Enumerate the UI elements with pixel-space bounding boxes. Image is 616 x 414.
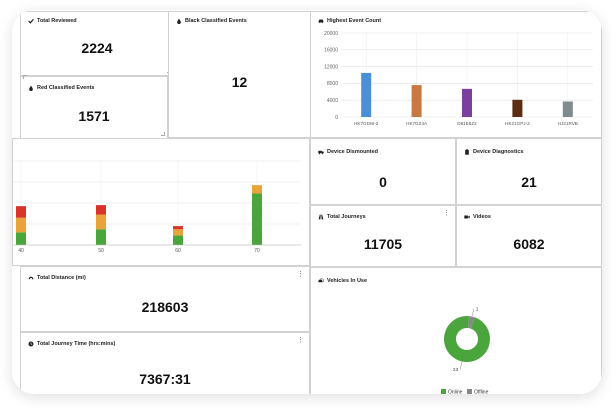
total-reviewed-value: 2224 — [81, 40, 113, 56]
black-classified-card[interactable]: Black Classified Events 12 — [168, 11, 311, 138]
y-tick-label: 8000 — [327, 81, 338, 87]
total-distance-value: 218603 — [141, 299, 189, 315]
red-classified-card[interactable]: Red Classified Events 1571 — [20, 75, 168, 139]
device-dismounted-value: 0 — [379, 174, 387, 190]
resize-handle[interactable] — [161, 132, 165, 136]
y-tick-label: 12000 — [324, 64, 338, 70]
road-icon — [318, 214, 324, 220]
bar — [361, 72, 372, 117]
x-tick-label: HK7GZ4A — [406, 121, 428, 126]
x-tick-label: D81E6Z2 — [457, 121, 477, 126]
stacked-bar-segment — [16, 217, 26, 233]
check-icon — [28, 18, 34, 24]
device-diagnostics-card[interactable]: Device Diagnostics 21 — [456, 138, 602, 205]
total-journeys-value: 11705 — [363, 236, 403, 252]
black-classified-value: 12 — [231, 74, 248, 90]
vehicles-in-use-chart: 23 1 Online Offline — [441, 306, 490, 395]
menu-icon[interactable]: ⋮ — [297, 337, 304, 344]
card-title: Device Dismounted — [327, 149, 379, 155]
dashboard-frame: Total Reviewed 2224 Black Classified Eve… — [12, 10, 602, 394]
card-title: Vehicles In Use — [327, 278, 368, 284]
highest-event-count-card[interactable]: Highest Event Count 0 4000 8000 12000 16000 2… — [310, 11, 602, 138]
stacked-bar-segment — [16, 232, 26, 245]
card-title: Total Distance (mi) — [37, 275, 86, 281]
highest-event-count-chart: 0 4000 8000 12000 16000 20000 HK7GDW-2 HK7GZ4A D… — [324, 31, 593, 126]
x-tick-label: 60 — [175, 248, 181, 254]
red-classified-value: 1571 — [78, 108, 110, 124]
menu-icon[interactable]: ⋮ — [297, 271, 304, 278]
clock-icon — [28, 341, 34, 347]
x-tick-label: HK7GDW-2 — [354, 121, 379, 126]
clipboard-icon — [465, 149, 469, 155]
x-tick-label: 70 — [254, 248, 260, 254]
total-journey-time-value: 7367:31 — [139, 371, 191, 387]
legend-label: Offline — [474, 390, 489, 395]
resize-handle[interactable] — [23, 75, 27, 79]
videos-card[interactable]: Videos 6082 — [456, 205, 602, 267]
stacked-bar-segment — [252, 193, 262, 245]
bar — [462, 88, 472, 117]
x-tick-label: 50 — [98, 248, 104, 254]
device-dismounted-card[interactable]: Device Dismounted 0 — [310, 138, 456, 205]
gauge-icon — [28, 276, 34, 280]
stacked-bar-segment — [96, 214, 106, 230]
y-tick-label: 20000 — [324, 31, 338, 37]
video-camera-icon — [464, 215, 470, 219]
stacked-bar-segment — [16, 206, 26, 218]
stacked-events-card[interactable]: 40 50 60 70 — [12, 138, 310, 266]
y-tick-label: 0 — [335, 115, 338, 121]
stacked-bar-segment — [96, 229, 106, 245]
card-title: Total Reviewed — [37, 18, 77, 24]
stacked-events-chart: 40 50 60 70 — [13, 160, 301, 254]
bar — [411, 85, 422, 117]
stacked-bar-segment — [252, 185, 262, 194]
x-tick-label: HK21GPJ-2 — [505, 121, 530, 126]
car-icon — [318, 19, 324, 24]
device-diagnostics-value: 21 — [521, 174, 537, 190]
total-journeys-card[interactable]: Total Journeys ⋮ 11705 — [310, 205, 456, 267]
data-label-leader — [460, 361, 463, 370]
bar — [512, 99, 523, 117]
card-title: Videos — [473, 214, 491, 220]
vehicles-in-use-card[interactable]: Vehicles In Use 23 1 Online Offline — [310, 267, 602, 394]
pie-slice — [444, 316, 490, 362]
pie-slice — [467, 316, 475, 329]
y-tick-label: 16000 — [324, 48, 338, 54]
total-journey-time-card[interactable]: Total Journey Time (hrs:mins) ⋮ 7367:31 — [20, 332, 310, 394]
drop-icon — [177, 18, 181, 24]
stacked-bar-segment — [173, 226, 183, 230]
stacked-bar-segment — [173, 229, 183, 236]
card-title: Device Diagnostics — [473, 149, 524, 155]
legend-label: Online — [448, 390, 463, 395]
data-label-leader — [471, 308, 474, 317]
card-title: Total Journeys — [327, 214, 366, 220]
card-title: Red Classified Events — [37, 85, 95, 91]
legend-swatch — [467, 389, 472, 394]
card-title: Total Journey Time (hrs:mins) — [37, 341, 116, 347]
drop-icon — [29, 85, 33, 91]
vehicles-icon — [318, 278, 324, 283]
videos-value: 6082 — [513, 236, 545, 252]
data-label: 1 — [476, 306, 479, 312]
legend-swatch — [441, 389, 446, 394]
stacked-bar-segment — [173, 235, 183, 245]
data-label: 23 — [453, 367, 459, 373]
bar — [562, 101, 573, 117]
menu-icon[interactable]: ⋮ — [443, 210, 450, 217]
x-tick-label: HJ21RVB — [558, 121, 578, 126]
card-title: Highest Event Count — [327, 18, 382, 24]
y-tick-label: 4000 — [327, 98, 338, 104]
truck-icon — [318, 150, 324, 155]
total-reviewed-card[interactable]: Total Reviewed 2224 — [20, 11, 174, 76]
stacked-bar-segment — [96, 205, 106, 215]
x-tick-label: 40 — [18, 248, 24, 254]
card-title: Black Classified Events — [185, 18, 247, 24]
total-distance-card[interactable]: Total Distance (mi) ⋮ 218603 — [20, 266, 310, 332]
